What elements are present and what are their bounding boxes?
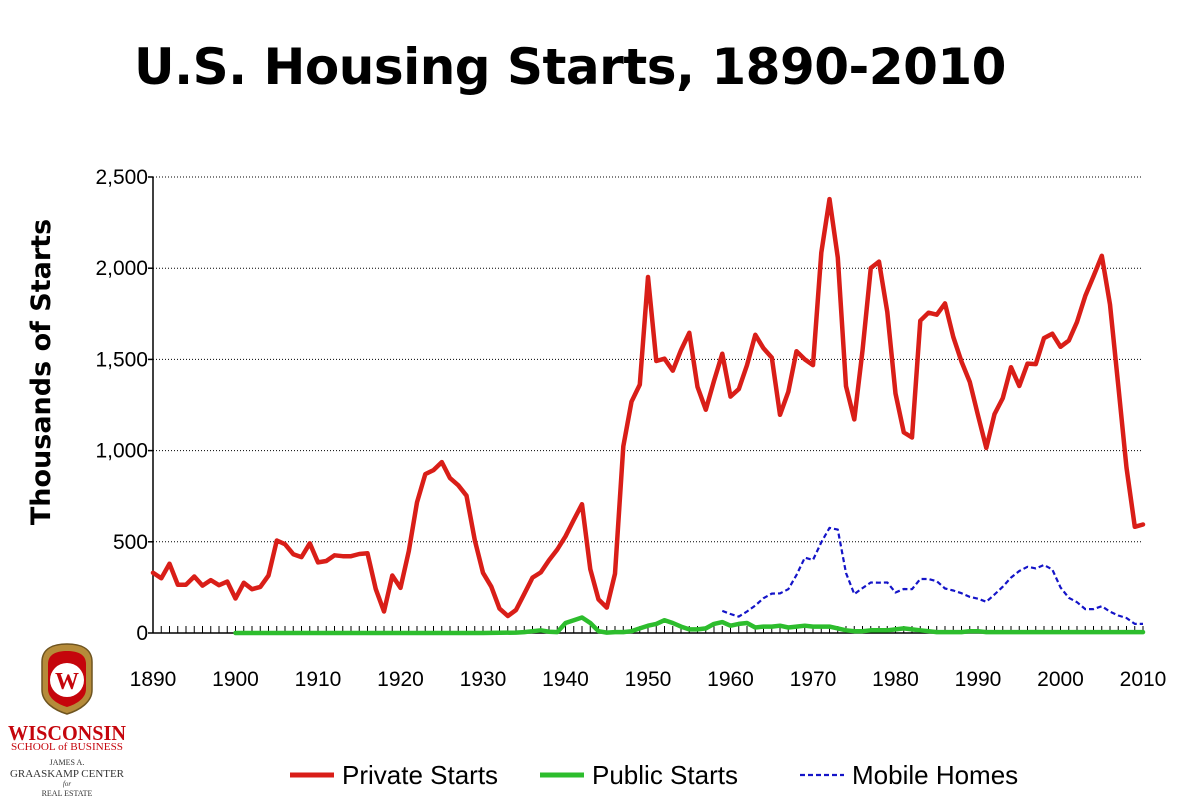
series-lines — [150, 196, 1146, 636]
page-title: U.S. Housing Starts, 1890-2010 — [134, 38, 1006, 96]
y-tick-label: 2,000 — [95, 257, 148, 280]
series-private-starts — [150, 196, 1146, 619]
x-tick-label: 1970 — [790, 668, 837, 691]
x-tick-label: 1980 — [872, 668, 919, 691]
logo-wordmark: WISCONSIN — [8, 721, 126, 745]
x-tick-label: 1920 — [377, 668, 424, 691]
x-tick-label: 1940 — [542, 668, 589, 691]
gridlines — [153, 176, 1143, 543]
x-tick-label: 1890 — [130, 668, 177, 691]
x-tick-label: 1930 — [460, 668, 507, 691]
logo-school: SCHOOL of BUSINESS — [11, 742, 123, 753]
series-public-starts — [233, 615, 1146, 636]
wisconsin-business-logo: W WISCONSIN SCHOOL of BUSINESS JAMES A. … — [8, 643, 126, 798]
x-tick-label: 2010 — [1120, 668, 1167, 691]
crest-letter: W — [55, 669, 79, 695]
legend-label: Mobile Homes — [852, 760, 1018, 790]
x-tick-labels: 1890 1900 1910 1920 1930 1940 1950 1960 1970 1980… — [130, 668, 1167, 691]
x-tick-label: 1990 — [955, 668, 1002, 691]
x-tick-label: 1900 — [212, 668, 259, 691]
logo-center-line3: for — [63, 780, 71, 788]
y-tick-label: 500 — [113, 531, 148, 554]
legend-label: Private Starts — [342, 760, 498, 790]
y-tick-label: 1,000 — [95, 440, 148, 463]
y-tick-label: 2,500 — [95, 166, 148, 189]
x-tick-label: 1960 — [707, 668, 754, 691]
y-axis-title: Thousands of Starts — [26, 219, 57, 525]
legend-label: Public Starts — [592, 760, 738, 790]
crest-icon: W — [41, 643, 93, 715]
y-tick-labels: 0 500 1,000 1,500 2,000 2,500 — [95, 166, 148, 645]
series-mobile-homes — [721, 526, 1143, 625]
logo-center-line4: REAL ESTATE — [42, 789, 93, 798]
axes — [148, 176, 1143, 634]
x-tick-label: 2000 — [1037, 668, 1084, 691]
y-tick-label: 1,500 — [95, 348, 148, 371]
x-tick-label: 1950 — [625, 668, 672, 691]
legend: Private Starts Public Starts Mobile Homes — [290, 760, 1018, 790]
y-tick-label: 0 — [136, 622, 148, 645]
logo-center-line2: GRAASKAMP CENTER — [10, 768, 125, 780]
x-tick-label: 1910 — [295, 668, 342, 691]
logo-center-line1: JAMES A. — [50, 758, 85, 767]
